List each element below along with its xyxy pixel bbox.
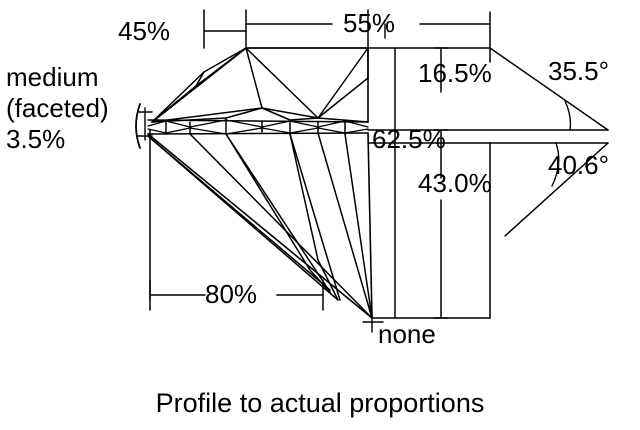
label-girdle-line-3: 3.5% — [6, 124, 66, 154]
crown-outline — [151, 47, 369, 123]
pavilion-facets — [147, 132, 373, 319]
crown-facet-c2 — [317, 77, 369, 119]
label-girdle-line-1: medium — [6, 62, 99, 92]
crown-facet-a1 — [151, 71, 205, 123]
pavilion-facet-3 — [189, 133, 373, 319]
label-pavilion-angle-40-6: 40.6° — [548, 150, 610, 180]
pavilion-angle-arc — [551, 142, 560, 187]
crown-facets — [151, 47, 369, 123]
crown-bezel-ridge-left — [151, 47, 247, 123]
crown-facet-b2 — [245, 47, 319, 119]
pavilion-facet-7 — [289, 133, 341, 301]
label-pavilion-depth-43-0: 43.0% — [418, 168, 492, 198]
crown-facet-b3 — [261, 107, 319, 119]
pavilion-facet-join-1 — [309, 269, 331, 293]
crown-angle-ray — [489, 47, 609, 131]
girdle-band — [135, 103, 369, 149]
crown-facet-c5 — [261, 107, 291, 121]
crown-facet-a5 — [195, 71, 205, 87]
pavilion-facet-4 — [225, 133, 311, 271]
label-crown-angle-35-5: 35.5° — [548, 56, 610, 86]
dimension-lines — [137, 9, 491, 333]
label-lower-girdle-80: 80% — [205, 279, 258, 309]
figure-caption: Profile to actual proportions — [155, 388, 485, 418]
pavilion-facet-join-2 — [317, 259, 339, 301]
pavilion-facet-6 — [289, 133, 319, 261]
angle-indicators — [489, 47, 609, 237]
pavilion-right-slope — [367, 132, 373, 319]
crown-facet-a2 — [203, 47, 247, 73]
girdle-wave-lower — [147, 127, 369, 135]
girdle-wave-upper — [147, 119, 369, 128]
label-culet-none: none — [378, 319, 436, 349]
girdle-top-edge — [147, 119, 369, 123]
pavilion-outline — [147, 132, 373, 319]
pavilion-facet-5 — [225, 133, 331, 293]
crown-facet-b1 — [245, 47, 263, 109]
girdle-left-bracket — [135, 103, 141, 149]
pavilion-facet-2 — [147, 135, 339, 301]
label-girdle-line-2: (faceted) — [6, 93, 109, 123]
girdle-bottom-edge — [147, 132, 369, 135]
label-total-depth-62-5: 62.5% — [372, 124, 446, 154]
label-table-55: 55% — [343, 8, 396, 38]
pavilion-left-slope — [147, 133, 373, 319]
pavilion-facet-9 — [344, 133, 373, 319]
pavilion-angle-ray — [504, 142, 609, 237]
label-star-length-45: 45% — [118, 16, 171, 46]
crown-scallop-1 — [225, 107, 263, 119]
pavilion-facet-8 — [317, 132, 373, 319]
crown-scallop-2 — [289, 117, 319, 121]
crown-angle-arc — [564, 100, 572, 131]
label-crown-depth-16-5: 16.5% — [418, 58, 492, 88]
crown-facet-c1 — [317, 47, 369, 119]
label-girdle-thickness-group: medium (faceted) 3.5% — [6, 62, 109, 155]
